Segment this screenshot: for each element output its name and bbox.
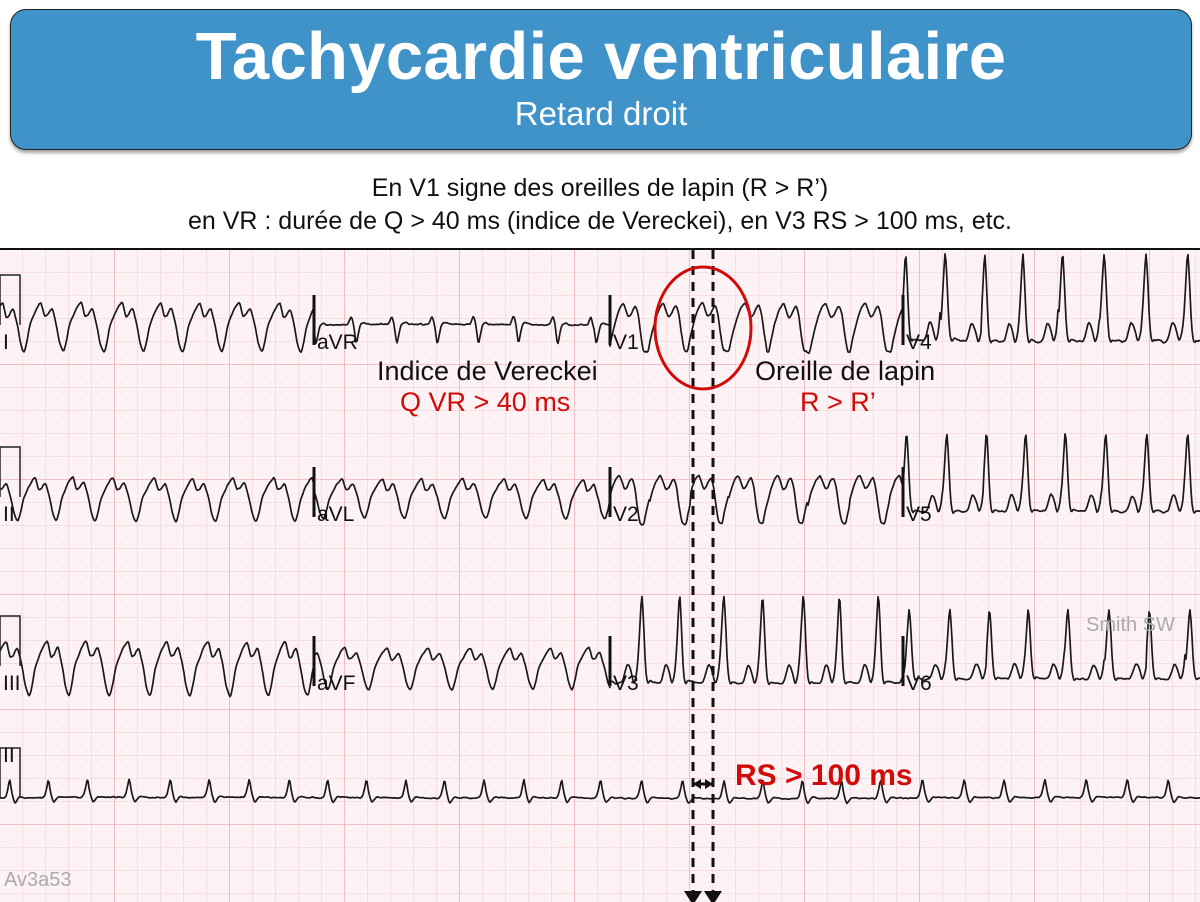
svg-text:V3: V3 [613, 672, 639, 695]
svg-text:Indice de Vereckei: Indice de Vereckei [377, 356, 598, 386]
svg-text:V5: V5 [906, 503, 932, 526]
svg-text:Q VR > 40 ms: Q VR > 40 ms [400, 387, 570, 417]
svg-text:Smith SW: Smith SW [1086, 614, 1175, 636]
svg-text:aVR: aVR [317, 331, 358, 354]
svg-text:aVL: aVL [317, 503, 354, 526]
svg-text:V2: V2 [613, 503, 639, 526]
svg-text:II: II [3, 744, 15, 767]
svg-text:V4: V4 [906, 331, 932, 354]
svg-text:V6: V6 [906, 672, 932, 695]
svg-text:aVF: aVF [317, 672, 356, 695]
svg-text:III: III [3, 672, 21, 695]
svg-text:V1: V1 [613, 331, 639, 354]
svg-text:Av3a53: Av3a53 [4, 869, 71, 891]
svg-text:I: I [3, 331, 9, 354]
svg-text:II: II [3, 503, 15, 526]
svg-text:R > R’: R > R’ [800, 387, 876, 417]
svg-text:RS > 100 ms: RS > 100 ms [735, 759, 913, 792]
svg-text:Oreille de lapin: Oreille de lapin [755, 356, 935, 386]
